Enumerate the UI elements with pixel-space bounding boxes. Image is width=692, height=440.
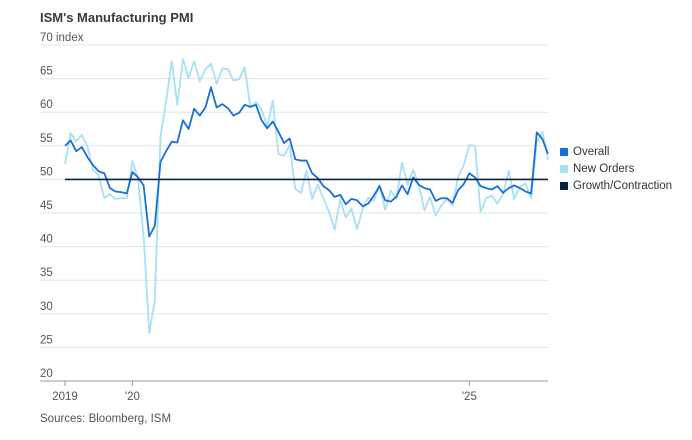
legend-label-growth-contraction: Growth/Contraction bbox=[573, 179, 673, 192]
y-tick-label: 60 bbox=[40, 99, 53, 111]
legend: Overall New Orders Growth/Contraction bbox=[560, 143, 672, 194]
legend-item-new-orders: New Orders bbox=[560, 160, 672, 177]
legend-label-new-orders: New Orders bbox=[573, 162, 635, 175]
chart-title: ISM's Manufacturing PMI bbox=[40, 10, 194, 25]
x-tick-label: '25 bbox=[462, 391, 477, 403]
series-lines bbox=[64, 58, 549, 335]
legend-item-growth-contraction: Growth/Contraction bbox=[560, 177, 672, 194]
y-axis-ticks: 20 25 30 35 40 45 50 55 60 65 70 index bbox=[40, 32, 84, 380]
y-tick-label: 50 bbox=[40, 166, 53, 178]
y-tick-label: 65 bbox=[40, 66, 53, 78]
legend-swatch-new-orders bbox=[560, 164, 568, 173]
series-line-new-orders bbox=[64, 58, 549, 335]
y-tick-label: 70 index bbox=[40, 32, 84, 44]
legend-item-overall: Overall bbox=[560, 143, 672, 160]
x-axis-ticks: 2019 '20 '25 bbox=[40, 380, 548, 403]
y-tick-label: 45 bbox=[40, 200, 53, 212]
gridlines bbox=[40, 44, 548, 382]
y-tick-label: 40 bbox=[40, 234, 53, 246]
series-line-overall bbox=[64, 86, 549, 238]
y-tick-label: 55 bbox=[40, 133, 53, 145]
x-tick-label: 2019 bbox=[52, 391, 78, 403]
legend-swatch-overall bbox=[560, 147, 568, 156]
y-tick-label: 35 bbox=[40, 267, 53, 279]
y-tick-label: 30 bbox=[40, 301, 53, 313]
source-note: Sources: Bloomberg, ISM bbox=[40, 413, 172, 425]
y-tick-label: 25 bbox=[40, 334, 53, 346]
legend-swatch-growth-contraction bbox=[560, 181, 568, 190]
legend-label-overall: Overall bbox=[573, 145, 610, 158]
y-tick-label: 20 bbox=[40, 368, 53, 380]
x-tick-label: '20 bbox=[125, 391, 140, 403]
